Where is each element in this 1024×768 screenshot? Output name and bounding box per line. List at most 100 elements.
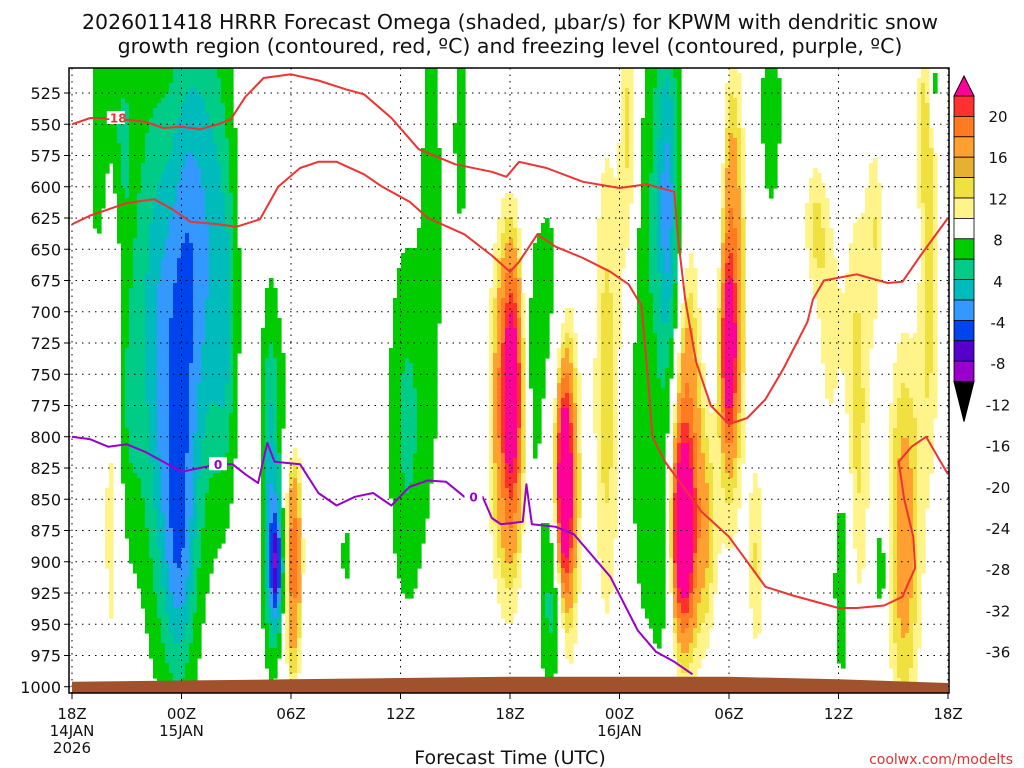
omega-cell bbox=[457, 208, 462, 214]
omega-cell bbox=[201, 568, 206, 574]
omega-cell bbox=[197, 228, 202, 234]
omega-cell bbox=[273, 638, 278, 644]
omega-cell bbox=[137, 258, 142, 264]
omega-cell bbox=[413, 318, 418, 324]
omega-cell bbox=[153, 108, 158, 114]
omega-cell bbox=[261, 553, 266, 559]
omega-cell bbox=[421, 433, 426, 439]
omega-cell bbox=[409, 278, 414, 284]
omega-cell bbox=[489, 443, 494, 449]
omega-cell bbox=[301, 563, 306, 569]
omega-cell bbox=[145, 608, 150, 614]
omega-cell bbox=[281, 418, 286, 424]
omega-cell bbox=[457, 123, 462, 129]
omega-cell bbox=[161, 398, 166, 404]
omega-cell bbox=[209, 193, 214, 199]
omega-cell bbox=[173, 463, 178, 469]
omega-cell bbox=[401, 293, 406, 299]
omega-cell bbox=[141, 358, 146, 364]
omega-cell bbox=[181, 648, 186, 654]
omega-cell bbox=[297, 633, 302, 639]
omega-cell bbox=[149, 243, 154, 249]
omega-cell bbox=[193, 343, 198, 349]
omega-cell bbox=[157, 663, 162, 669]
omega-cell bbox=[225, 113, 230, 119]
omega-cell bbox=[177, 328, 182, 334]
omega-cell bbox=[425, 73, 430, 79]
omega-cell bbox=[345, 558, 350, 564]
omega-cell bbox=[429, 418, 434, 424]
omega-cell bbox=[133, 173, 138, 179]
omega-cell bbox=[273, 623, 278, 629]
omega-cell bbox=[189, 228, 194, 234]
omega-cell bbox=[161, 438, 166, 444]
omega-cell bbox=[205, 343, 210, 349]
omega-cell bbox=[205, 313, 210, 319]
omega-cell bbox=[141, 138, 146, 144]
omega-cell bbox=[189, 218, 194, 224]
omega-cell bbox=[193, 558, 198, 564]
omega-cell bbox=[193, 398, 198, 404]
omega-cell bbox=[437, 233, 442, 239]
omega-cell bbox=[197, 483, 202, 489]
omega-cell bbox=[201, 78, 206, 84]
omega-cell bbox=[165, 108, 170, 114]
omega-cell bbox=[125, 508, 130, 514]
omega-cell bbox=[433, 353, 438, 359]
omega-cell bbox=[197, 498, 202, 504]
omega-cell bbox=[177, 153, 182, 159]
omega-cell bbox=[149, 418, 154, 424]
omega-cell bbox=[409, 403, 414, 409]
omega-cell bbox=[213, 428, 218, 434]
omega-cell bbox=[293, 468, 298, 474]
omega-cell bbox=[125, 513, 130, 519]
omega-cell bbox=[129, 248, 134, 254]
omega-cell bbox=[417, 348, 422, 354]
omega-cell bbox=[165, 533, 170, 539]
omega-cell bbox=[117, 143, 122, 149]
omega-cell bbox=[157, 158, 162, 164]
omega-cell bbox=[169, 308, 174, 314]
omega-cell bbox=[421, 243, 426, 249]
omega-cell bbox=[185, 558, 190, 564]
omega-cell bbox=[197, 468, 202, 474]
omega-cell bbox=[145, 113, 150, 119]
omega-cell bbox=[429, 273, 434, 279]
omega-cell bbox=[397, 573, 402, 579]
omega-cell bbox=[293, 463, 298, 469]
omega-cell bbox=[229, 68, 234, 74]
omega-cell bbox=[137, 293, 142, 299]
omega-cell bbox=[205, 288, 210, 294]
omega-cell bbox=[109, 508, 114, 514]
omega-cell bbox=[213, 393, 218, 399]
omega-cell bbox=[225, 88, 230, 94]
omega-cell bbox=[185, 288, 190, 294]
omega-cell bbox=[133, 468, 138, 474]
omega-cell bbox=[169, 513, 174, 519]
omega-cell bbox=[425, 173, 430, 179]
omega-cell bbox=[177, 378, 182, 384]
omega-cell bbox=[293, 548, 298, 554]
omega-cell bbox=[145, 393, 150, 399]
omega-cell bbox=[269, 308, 274, 314]
omega-cell bbox=[193, 588, 198, 594]
omega-cell bbox=[185, 423, 190, 429]
omega-cell bbox=[117, 73, 122, 79]
omega-cell bbox=[273, 448, 278, 454]
omega-cell bbox=[117, 153, 122, 159]
omega-cell bbox=[261, 578, 266, 584]
omega-cell bbox=[177, 558, 182, 564]
omega-cell bbox=[129, 393, 134, 399]
omega-cell bbox=[149, 188, 154, 194]
omega-cell bbox=[269, 608, 274, 614]
omega-cell bbox=[213, 418, 218, 424]
omega-cell bbox=[397, 303, 402, 309]
omega-cell bbox=[129, 483, 134, 489]
omega-cell bbox=[269, 353, 274, 359]
omega-cell bbox=[209, 83, 214, 89]
omega-cell bbox=[409, 578, 414, 584]
omega-cell bbox=[409, 398, 414, 404]
omega-cell bbox=[193, 273, 198, 279]
omega-cell bbox=[221, 413, 226, 419]
